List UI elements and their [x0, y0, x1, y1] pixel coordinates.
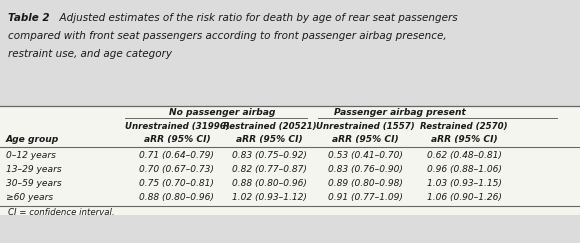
- Text: 0–12 years: 0–12 years: [6, 151, 56, 160]
- Text: aRR (95% CI): aRR (95% CI): [237, 135, 303, 144]
- Text: Passenger airbag present: Passenger airbag present: [334, 108, 466, 117]
- Text: 0.83 (0.76–0.90): 0.83 (0.76–0.90): [328, 165, 403, 174]
- Text: ≥60 years: ≥60 years: [6, 193, 53, 202]
- Text: Restrained (20521): Restrained (20521): [223, 122, 317, 131]
- Text: 13–29 years: 13–29 years: [6, 165, 61, 174]
- Text: 0.91 (0.77–1.09): 0.91 (0.77–1.09): [328, 193, 403, 202]
- Text: Unrestrained (31996): Unrestrained (31996): [125, 122, 229, 131]
- Text: 0.62 (0.48–0.81): 0.62 (0.48–0.81): [426, 151, 502, 160]
- Text: Table 2: Table 2: [8, 13, 49, 23]
- Text: compared with front seat passengers according to front passenger airbag presence: compared with front seat passengers acco…: [8, 31, 446, 41]
- Text: 0.88 (0.80–0.96): 0.88 (0.80–0.96): [232, 179, 307, 188]
- Text: 0.96 (0.88–1.06): 0.96 (0.88–1.06): [426, 165, 502, 174]
- Text: 0.70 (0.67–0.73): 0.70 (0.67–0.73): [139, 165, 215, 174]
- Text: 0.82 (0.77–0.87): 0.82 (0.77–0.87): [232, 165, 307, 174]
- Text: Age group: Age group: [6, 135, 59, 144]
- Text: 0.88 (0.80–0.96): 0.88 (0.80–0.96): [139, 193, 215, 202]
- Text: 1.06 (0.90–1.26): 1.06 (0.90–1.26): [426, 193, 502, 202]
- FancyBboxPatch shape: [0, 106, 580, 215]
- Text: 0.83 (0.75–0.92): 0.83 (0.75–0.92): [232, 151, 307, 160]
- Text: Unrestrained (1557): Unrestrained (1557): [316, 122, 415, 131]
- Text: restraint use, and age category: restraint use, and age category: [8, 49, 172, 59]
- Text: Adjusted estimates of the risk ratio for death by age of rear seat passengers: Adjusted estimates of the risk ratio for…: [53, 13, 458, 23]
- Text: Restrained (2570): Restrained (2570): [420, 122, 508, 131]
- Text: 30–59 years: 30–59 years: [6, 179, 61, 188]
- Text: 0.75 (0.70–0.81): 0.75 (0.70–0.81): [139, 179, 215, 188]
- Text: 1.02 (0.93–1.12): 1.02 (0.93–1.12): [232, 193, 307, 202]
- Text: CI = confidence interval.: CI = confidence interval.: [8, 208, 114, 217]
- Text: 0.89 (0.80–0.98): 0.89 (0.80–0.98): [328, 179, 403, 188]
- Text: aRR (95% CI): aRR (95% CI): [431, 135, 497, 144]
- Text: 1.03 (0.93–1.15): 1.03 (0.93–1.15): [426, 179, 502, 188]
- Text: 0.71 (0.64–0.79): 0.71 (0.64–0.79): [139, 151, 215, 160]
- Text: aRR (95% CI): aRR (95% CI): [144, 135, 210, 144]
- Text: 0.53 (0.41–0.70): 0.53 (0.41–0.70): [328, 151, 403, 160]
- Text: No passenger airbag: No passenger airbag: [169, 108, 276, 117]
- Text: aRR (95% CI): aRR (95% CI): [332, 135, 398, 144]
